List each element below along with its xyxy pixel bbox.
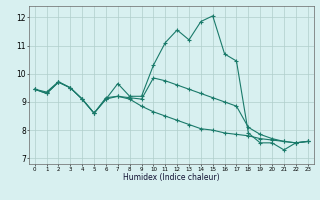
X-axis label: Humidex (Indice chaleur): Humidex (Indice chaleur) bbox=[123, 173, 220, 182]
